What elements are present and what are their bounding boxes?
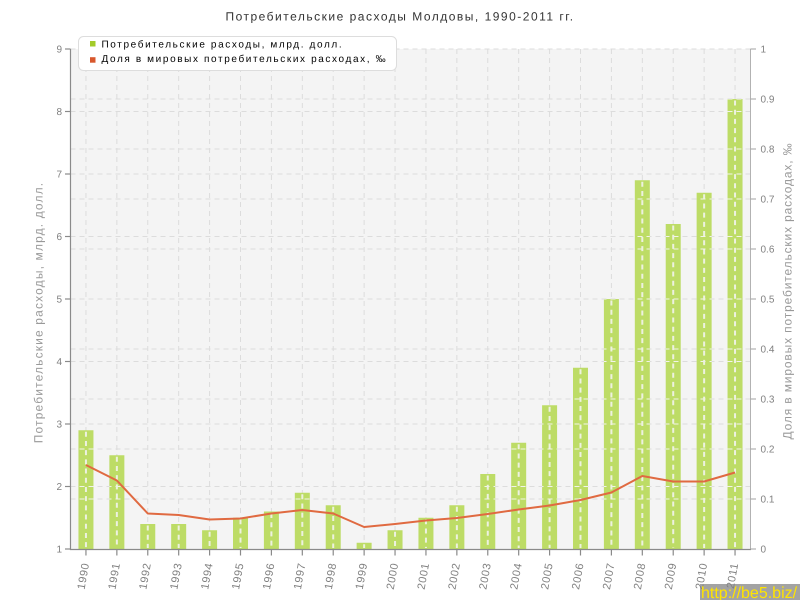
svg-text:2008: 2008 xyxy=(632,562,648,591)
svg-text:2: 2 xyxy=(56,482,62,493)
svg-text:1990: 1990 xyxy=(76,562,92,591)
svg-text:0.3: 0.3 xyxy=(761,395,775,406)
svg-text:1998: 1998 xyxy=(323,562,339,591)
svg-text:2011: 2011 xyxy=(725,562,741,590)
svg-text:1995: 1995 xyxy=(230,562,246,591)
svg-text:2000: 2000 xyxy=(385,562,401,591)
svg-text:2004: 2004 xyxy=(508,562,524,591)
svg-text:3: 3 xyxy=(56,420,62,431)
svg-text:0.8: 0.8 xyxy=(761,145,775,156)
svg-text:8: 8 xyxy=(56,107,62,118)
svg-text:1993: 1993 xyxy=(168,562,184,591)
svg-text:0: 0 xyxy=(761,545,767,556)
svg-text:2005: 2005 xyxy=(539,562,555,591)
svg-text:0.7: 0.7 xyxy=(761,195,775,206)
svg-text:http://be5.biz/: http://be5.biz/ xyxy=(701,585,798,600)
svg-text:0.6: 0.6 xyxy=(761,245,775,256)
svg-text:Потребительские расходы, млрд.: Потребительские расходы, млрд. долл. xyxy=(102,40,344,51)
svg-text:7: 7 xyxy=(56,170,62,181)
svg-text:1: 1 xyxy=(56,545,62,556)
svg-text:1994: 1994 xyxy=(199,562,215,591)
svg-text:2010: 2010 xyxy=(694,562,710,591)
svg-text:2003: 2003 xyxy=(477,562,493,591)
svg-text:0.2: 0.2 xyxy=(761,445,775,456)
svg-text:1999: 1999 xyxy=(354,562,370,591)
svg-text:2009: 2009 xyxy=(663,562,679,591)
svg-text:2007: 2007 xyxy=(601,562,617,591)
svg-text:Потребительские расходы Молдов: Потребительские расходы Молдовы, 1990-20… xyxy=(225,10,574,24)
svg-text:5: 5 xyxy=(56,295,62,306)
svg-text:0.1: 0.1 xyxy=(761,495,775,506)
svg-text:0.4: 0.4 xyxy=(761,345,775,356)
svg-text:1996: 1996 xyxy=(261,562,277,591)
svg-text:1997: 1997 xyxy=(292,562,308,591)
svg-text:1991: 1991 xyxy=(107,562,123,591)
svg-text:4: 4 xyxy=(56,357,62,368)
svg-text:Доля в мировых потребительских: Доля в мировых потребительских расходах,… xyxy=(781,143,795,440)
svg-text:0.9: 0.9 xyxy=(761,95,775,106)
svg-text:6: 6 xyxy=(56,232,62,243)
svg-text:2001: 2001 xyxy=(416,562,432,591)
svg-text:2006: 2006 xyxy=(570,562,586,591)
svg-text:Доля в мировых потребительских: Доля в мировых потребительских расходах,… xyxy=(102,54,388,65)
svg-text:1992: 1992 xyxy=(137,562,153,591)
svg-text:1: 1 xyxy=(761,45,767,56)
svg-text:2002: 2002 xyxy=(447,562,463,591)
svg-text:Потребительские расходы, млрд.: Потребительские расходы, млрд. долл. xyxy=(32,182,46,444)
svg-text:0.5: 0.5 xyxy=(761,295,775,306)
svg-text:9: 9 xyxy=(56,45,62,56)
